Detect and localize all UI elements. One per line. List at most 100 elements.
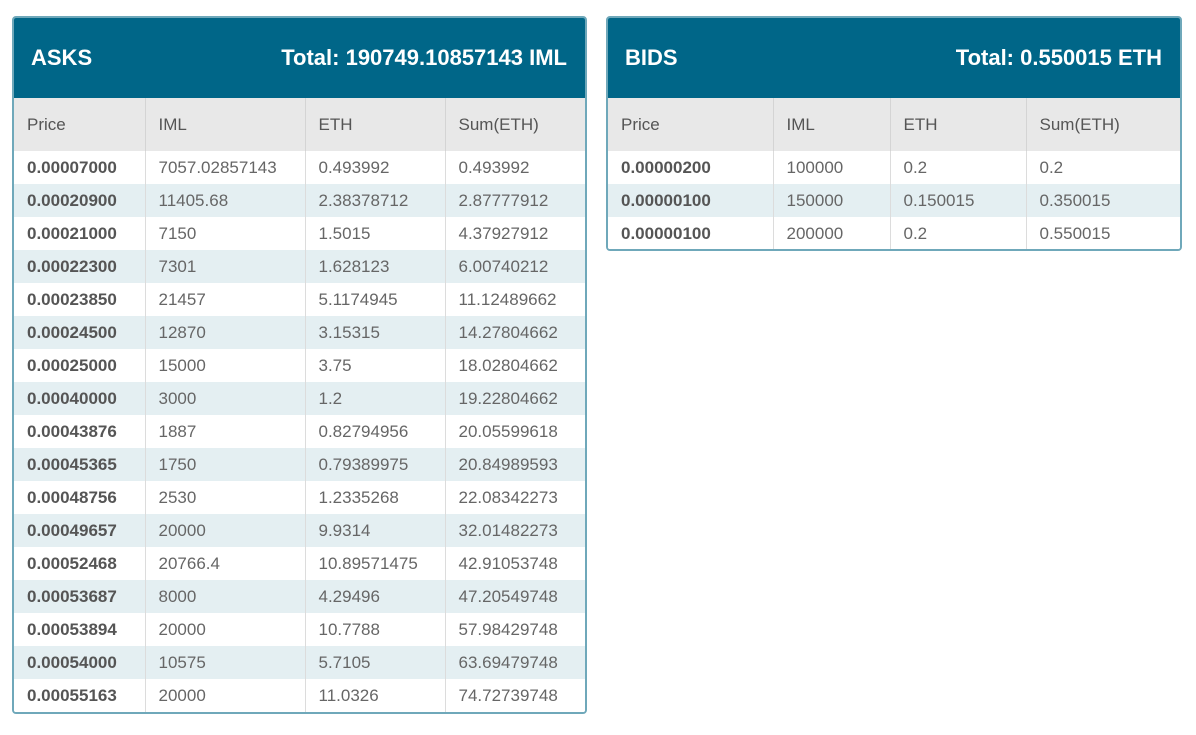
asks-price-cell: 0.00049657: [14, 514, 146, 547]
asks-header: ASKS Total: 190749.10857143 IML: [14, 18, 585, 98]
bids-price-cell: 0.00000200: [608, 151, 774, 184]
bids-header: BIDS Total: 0.550015 ETH: [608, 18, 1180, 98]
asks-col-eth[interactable]: ETH: [305, 98, 446, 151]
asks-sum-eth-cell: 32.01482273: [445, 514, 585, 547]
bids-table-row[interactable]: 0.00000200 100000 0.2 0.2: [608, 151, 1180, 184]
asks-price-cell: 0.00055163: [14, 679, 146, 712]
asks-price-cell: 0.00053687: [14, 580, 146, 613]
asks-eth-cell: 11.0326: [305, 679, 446, 712]
bids-sum-eth-cell: 0.2: [1026, 151, 1180, 184]
bids-col-price[interactable]: Price: [608, 98, 774, 151]
bids-iml-cell: 150000: [773, 184, 891, 217]
bids-price-cell: 0.00000100: [608, 217, 774, 249]
asks-price-cell: 0.00020900: [14, 184, 146, 217]
asks-iml-cell: 1750: [145, 448, 306, 481]
asks-eth-cell: 10.89571475: [305, 547, 446, 580]
asks-table-row[interactable]: 0.00048756 2530 1.2335268 22.08342273: [14, 481, 585, 514]
asks-iml-cell: 3000: [145, 382, 306, 415]
asks-sum-eth-cell: 18.02804662: [445, 349, 585, 382]
bids-iml-cell: 100000: [773, 151, 891, 184]
asks-col-sum-eth[interactable]: Sum(ETH): [445, 98, 585, 151]
asks-col-iml[interactable]: IML: [145, 98, 306, 151]
asks-table-row[interactable]: 0.00020900 11405.68 2.38378712 2.87777912: [14, 184, 585, 217]
bids-table: Price IML ETH Sum(ETH) 0.00000200 100000 0…: [608, 98, 1180, 249]
bids-eth-cell: 0.150015: [890, 184, 1027, 217]
asks-eth-cell: 9.9314: [305, 514, 446, 547]
asks-price-cell: 0.00043876: [14, 415, 146, 448]
asks-iml-cell: 10575: [145, 646, 306, 679]
asks-price-cell: 0.00045365: [14, 448, 146, 481]
asks-price-cell: 0.00054000: [14, 646, 146, 679]
asks-table-row[interactable]: 0.00024500 12870 3.15315 14.27804662: [14, 316, 585, 349]
asks-price-cell: 0.00007000: [14, 151, 146, 184]
bids-total: Total: 0.550015 ETH: [955, 45, 1162, 70]
asks-eth-cell: 3.75: [305, 349, 446, 382]
asks-title: ASKS: [31, 45, 93, 70]
bids-table-row[interactable]: 0.00000100 200000 0.2 0.550015: [608, 217, 1180, 249]
bids-table-body: 0.00000200 100000 0.2 0.2 0.00000100 150000 0.…: [608, 151, 1180, 249]
bids-price-cell: 0.00000100: [608, 184, 774, 217]
asks-iml-cell: 7301: [145, 250, 306, 283]
asks-eth-cell: 10.7788: [305, 613, 446, 646]
asks-table-row[interactable]: 0.00025000 15000 3.75 18.02804662: [14, 349, 585, 382]
asks-sum-eth-cell: 4.37927912: [445, 217, 585, 250]
asks-table-row[interactable]: 0.00043876 1887 0.82794956 20.05599618: [14, 415, 585, 448]
asks-eth-cell: 0.82794956: [305, 415, 446, 448]
asks-price-cell: 0.00025000: [14, 349, 146, 382]
asks-sum-eth-cell: 63.69479748: [445, 646, 585, 679]
asks-sum-eth-cell: 6.00740212: [445, 250, 585, 283]
asks-eth-cell: 3.15315: [305, 316, 446, 349]
asks-price-cell: 0.00024500: [14, 316, 146, 349]
asks-sum-eth-cell: 20.05599618: [445, 415, 585, 448]
bids-eth-cell: 0.2: [890, 217, 1027, 249]
bids-col-eth[interactable]: ETH: [890, 98, 1027, 151]
asks-sum-eth-cell: 42.91053748: [445, 547, 585, 580]
asks-eth-cell: 0.493992: [305, 151, 446, 184]
asks-eth-cell: 2.38378712: [305, 184, 446, 217]
asks-iml-cell: 20000: [145, 514, 306, 547]
asks-table-row[interactable]: 0.00054000 10575 5.7105 63.69479748: [14, 646, 585, 679]
asks-price-cell: 0.00021000: [14, 217, 146, 250]
asks-sum-eth-cell: 22.08342273: [445, 481, 585, 514]
asks-table-row[interactable]: 0.00052468 20766.4 10.89571475 42.91053748: [14, 547, 585, 580]
asks-table-row[interactable]: 0.00007000 7057.02857143 0.493992 0.493992: [14, 151, 585, 184]
asks-price-cell: 0.00040000: [14, 382, 146, 415]
asks-table-row[interactable]: 0.00055163 20000 11.0326 74.72739748: [14, 679, 585, 712]
asks-iml-cell: 20000: [145, 613, 306, 646]
asks-sum-eth-cell: 57.98429748: [445, 613, 585, 646]
asks-eth-cell: 1.2: [305, 382, 446, 415]
asks-table-row[interactable]: 0.00022300 7301 1.628123 6.00740212: [14, 250, 585, 283]
asks-iml-cell: 11405.68: [145, 184, 306, 217]
asks-eth-cell: 5.7105: [305, 646, 446, 679]
asks-total: Total: 190749.10857143 IML: [281, 45, 567, 70]
asks-iml-cell: 8000: [145, 580, 306, 613]
asks-price-cell: 0.00048756: [14, 481, 146, 514]
asks-col-price[interactable]: Price: [14, 98, 146, 151]
asks-table-row[interactable]: 0.00023850 21457 5.1174945 11.12489662: [14, 283, 585, 316]
asks-iml-cell: 12870: [145, 316, 306, 349]
bids-sum-eth-cell: 0.350015: [1026, 184, 1180, 217]
bids-panel: BIDS Total: 0.550015 ETH Price IML ETH S…: [606, 16, 1182, 251]
asks-table-row[interactable]: 0.00049657 20000 9.9314 32.01482273: [14, 514, 585, 547]
bids-iml-cell: 200000: [773, 217, 891, 249]
bids-col-iml[interactable]: IML: [773, 98, 891, 151]
bids-table-header-row: Price IML ETH Sum(ETH): [608, 98, 1180, 151]
bids-col-sum-eth[interactable]: Sum(ETH): [1026, 98, 1180, 151]
asks-price-cell: 0.00022300: [14, 250, 146, 283]
asks-sum-eth-cell: 74.72739748: [445, 679, 585, 712]
asks-price-cell: 0.00053894: [14, 613, 146, 646]
asks-iml-cell: 20766.4: [145, 547, 306, 580]
asks-table-row[interactable]: 0.00021000 7150 1.5015 4.37927912: [14, 217, 585, 250]
asks-table-body: 0.00007000 7057.02857143 0.493992 0.493992 0…: [14, 151, 585, 712]
asks-table-row[interactable]: 0.00053894 20000 10.7788 57.98429748: [14, 613, 585, 646]
asks-sum-eth-cell: 19.22804662: [445, 382, 585, 415]
asks-table-row[interactable]: 0.00045365 1750 0.79389975 20.84989593: [14, 448, 585, 481]
asks-eth-cell: 0.79389975: [305, 448, 446, 481]
bids-table-row[interactable]: 0.00000100 150000 0.150015 0.350015: [608, 184, 1180, 217]
asks-table-row[interactable]: 0.00053687 8000 4.29496 47.20549748: [14, 580, 585, 613]
asks-iml-cell: 1887: [145, 415, 306, 448]
asks-eth-cell: 5.1174945: [305, 283, 446, 316]
asks-sum-eth-cell: 11.12489662: [445, 283, 585, 316]
asks-table-row[interactable]: 0.00040000 3000 1.2 19.22804662: [14, 382, 585, 415]
asks-sum-eth-cell: 2.87777912: [445, 184, 585, 217]
